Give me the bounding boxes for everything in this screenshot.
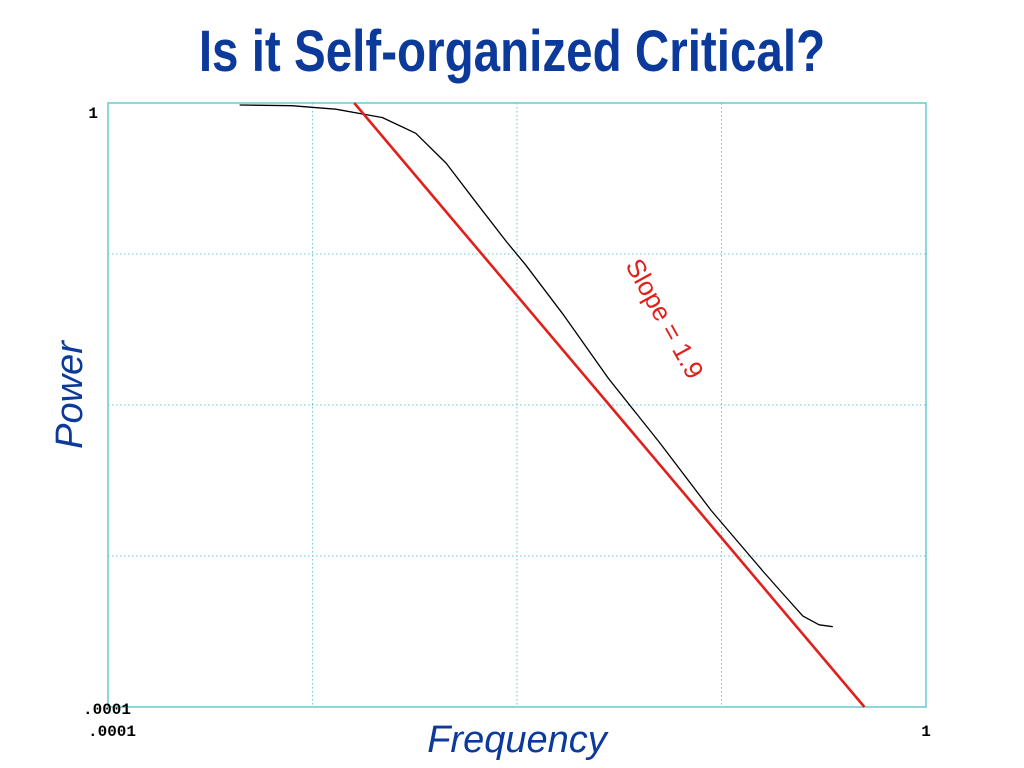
y-tick-label-bottom: .0001 — [83, 701, 131, 719]
series-group — [239, 104, 833, 628]
x-axis-title: Frequency — [427, 719, 609, 761]
spectrum-line — [239, 104, 833, 628]
fit-line-group — [353, 102, 866, 708]
y-tick-label-top: 1 — [88, 105, 98, 123]
fit-line — [353, 102, 866, 708]
slide-title: Is it Self-organized Critical? — [198, 19, 826, 84]
y-axis-title: Power — [49, 340, 91, 449]
x-tick-label-right: 1 — [921, 723, 931, 741]
x-tick-label-left: .0001 — [88, 723, 136, 741]
